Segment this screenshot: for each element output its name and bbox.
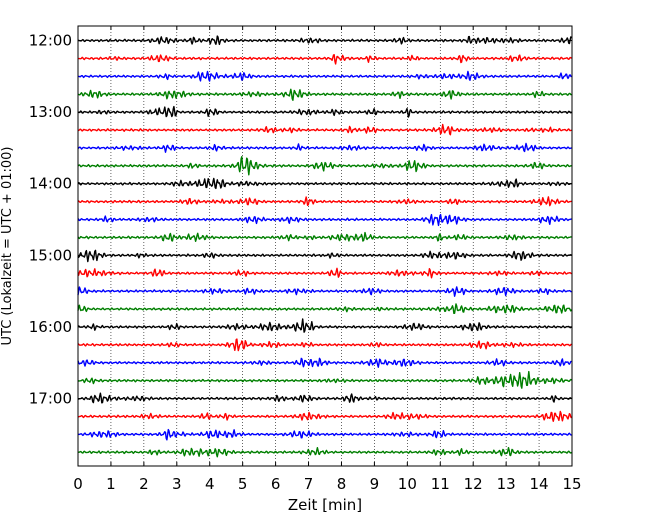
- y-tick-label: 17:00: [29, 390, 72, 408]
- x-tick-label: 8: [337, 475, 347, 493]
- trace-1700: [77, 392, 573, 404]
- trace-1600: [77, 318, 573, 333]
- x-tick-label: 7: [304, 475, 314, 493]
- y-tick-label: 12:00: [29, 32, 72, 50]
- trace-1645: [77, 370, 573, 389]
- x-tick-label: 9: [370, 475, 380, 493]
- trace-1715: [77, 410, 573, 422]
- x-tick-label: 15: [562, 475, 581, 493]
- x-axis-label: Zeit [min]: [288, 496, 362, 514]
- seismogram-traces: [77, 35, 573, 458]
- x-tick-label: 5: [238, 475, 248, 493]
- trace-1315: [77, 123, 572, 136]
- y-tick-label: 13:00: [29, 103, 72, 121]
- x-tick-label: 14: [530, 475, 549, 493]
- trace-1515: [77, 267, 573, 279]
- x-tick-label: 13: [497, 475, 516, 493]
- x-tick-label: 1: [106, 475, 116, 493]
- x-tick-label: 11: [431, 475, 450, 493]
- x-tick-label: 0: [73, 475, 83, 493]
- y-tick-label: 15:00: [29, 246, 72, 264]
- trace-1215: [77, 54, 573, 65]
- trace-1545: [77, 303, 573, 315]
- trace-1530: [77, 286, 572, 297]
- trace-1200: [77, 35, 573, 46]
- x-tick-label: 6: [271, 475, 281, 493]
- trace-1415: [77, 196, 572, 207]
- x-tick-label: 2: [139, 475, 149, 493]
- y-axis-ticks: 12:00 13:00 14:00 15:00 16:00 17:00: [29, 32, 572, 408]
- trace-1730: [77, 428, 572, 441]
- trace-1400: [77, 177, 572, 190]
- x-axis-ticks: 0 1 2 3 4 5 6 7 8 9 10 11 12 13 14 15: [73, 26, 582, 493]
- trace-1430: [77, 213, 572, 227]
- y-tick-label: 16:00: [29, 318, 72, 336]
- trace-1630: [77, 357, 572, 368]
- x-tick-label: 3: [172, 475, 182, 493]
- trace-1300: [77, 105, 572, 118]
- x-tick-label: 4: [205, 475, 215, 493]
- trace-1330: [77, 142, 572, 153]
- x-tick-label: 12: [464, 475, 483, 493]
- x-tick-label: 10: [398, 475, 417, 493]
- grid-lines: [110, 26, 540, 466]
- y-axis-label: UTC (Lokalzeit = UTC + 01:00): [0, 147, 15, 346]
- y-tick-label: 14:00: [29, 175, 72, 193]
- trace-1445: [77, 231, 572, 243]
- trace-1345: [77, 156, 572, 176]
- plot-frame: [77, 25, 573, 467]
- trace-1230: [78, 70, 573, 82]
- trace-1745: [77, 446, 572, 458]
- trace-1245: [77, 88, 572, 101]
- trace-1615: [77, 338, 573, 352]
- trace-1500: [77, 249, 573, 263]
